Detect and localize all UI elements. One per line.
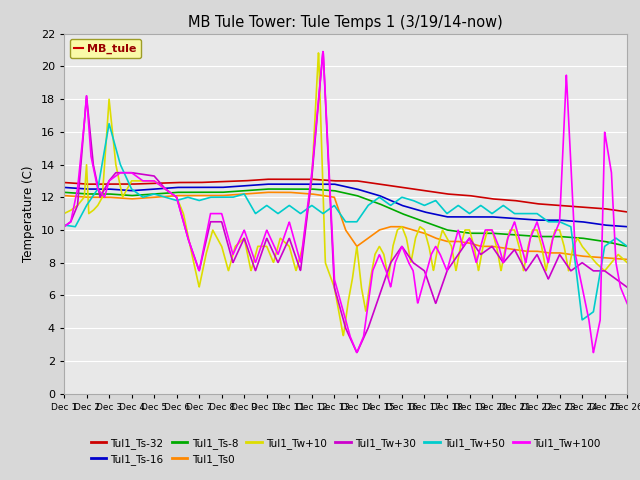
Legend: Tul1_Ts-32, Tul1_Ts-16, Tul1_Ts-8, Tul1_Ts0, Tul1_Tw+10, Tul1_Tw+30, Tul1_Tw+50,: Tul1_Ts-32, Tul1_Ts-16, Tul1_Ts-8, Tul1_… (88, 435, 604, 468)
Y-axis label: Temperature (C): Temperature (C) (22, 165, 35, 262)
Title: MB Tule Tower: Tule Temps 1 (3/19/14-now): MB Tule Tower: Tule Temps 1 (3/19/14-now… (188, 15, 503, 30)
